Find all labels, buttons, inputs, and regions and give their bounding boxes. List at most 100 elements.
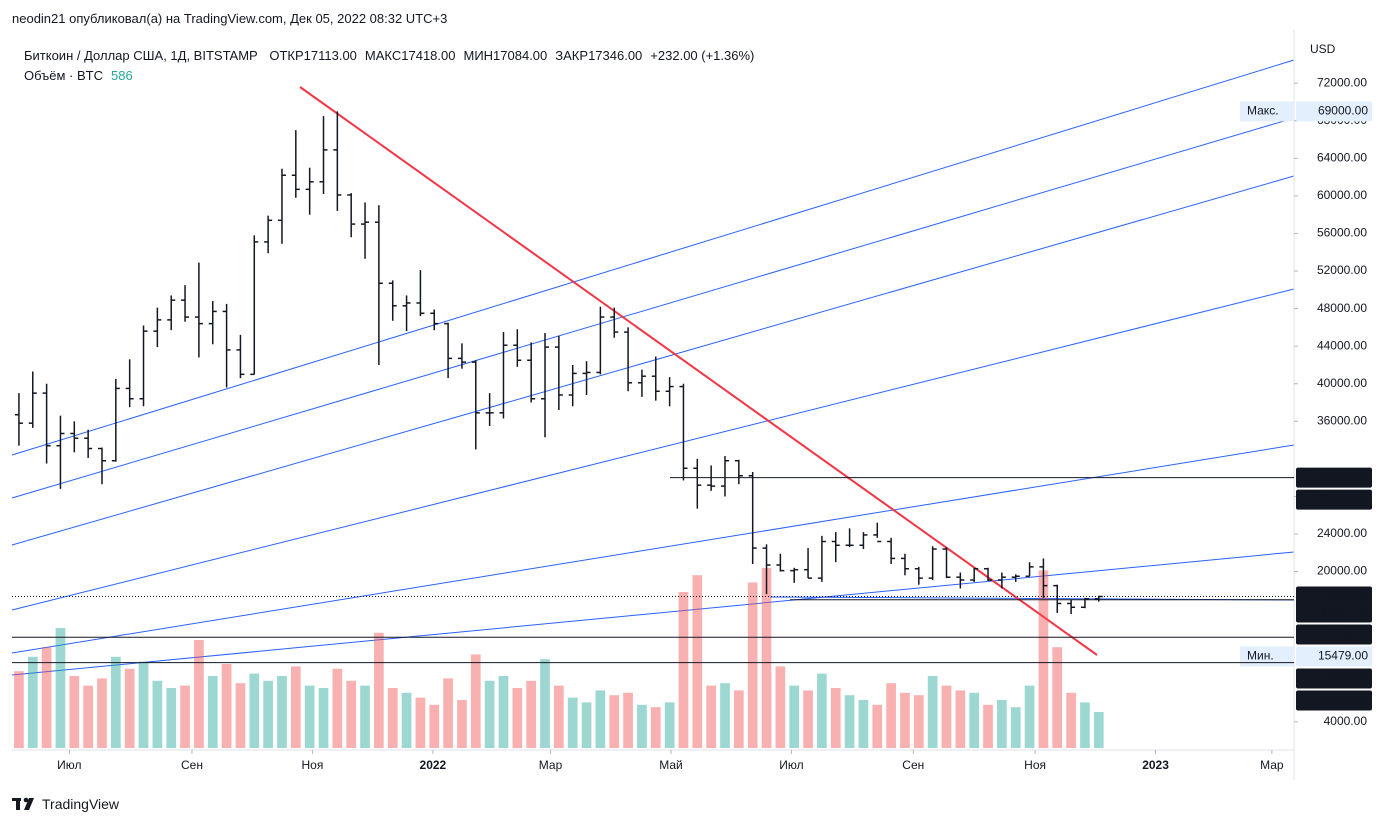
price-badge bbox=[1296, 586, 1372, 623]
volume-bar bbox=[235, 683, 246, 748]
price-badge bbox=[1296, 668, 1372, 689]
x-tick-label: 2023 bbox=[1142, 758, 1169, 772]
y-tick-label: 4000.00 bbox=[1324, 714, 1368, 728]
ohlc-label: ЗАКР bbox=[555, 48, 589, 63]
trend-line bbox=[11, 551, 1295, 676]
price-badge-label: 10309.66 bbox=[1318, 693, 1368, 707]
volume-bar bbox=[983, 704, 993, 748]
y-tick-label: 72000.00 bbox=[1317, 75, 1367, 89]
volume-bars bbox=[14, 568, 1104, 748]
y-tick-label: 44000.00 bbox=[1317, 338, 1367, 352]
change: +232.00 (+1.36%) bbox=[650, 48, 755, 63]
x-tick-label: Июл bbox=[57, 758, 81, 772]
volume-bar bbox=[789, 685, 800, 748]
volume-bar bbox=[263, 680, 273, 748]
volume-bar bbox=[304, 685, 315, 748]
volume-bar bbox=[152, 680, 163, 748]
x-tick-label: Ноя bbox=[1024, 758, 1046, 772]
trend-line bbox=[11, 117, 1295, 499]
volume-bar bbox=[913, 695, 924, 748]
volume-bar bbox=[1080, 702, 1090, 748]
volume-bar bbox=[207, 676, 218, 748]
x-tick-label: Сен bbox=[181, 758, 203, 772]
price-badge bbox=[1296, 624, 1372, 645]
volume-bar bbox=[41, 647, 52, 748]
volume-bar bbox=[387, 688, 398, 748]
y-tick-label: 48000.00 bbox=[1317, 301, 1367, 315]
y-tick-label: 36000.00 bbox=[1317, 413, 1367, 427]
volume-bar bbox=[969, 692, 980, 748]
volume-label: Объём · BTC bbox=[24, 68, 103, 83]
volume-bar bbox=[138, 661, 149, 748]
volume-bar bbox=[858, 700, 869, 748]
volume-bar bbox=[540, 659, 550, 748]
trend-line bbox=[11, 288, 1295, 611]
ohlc-label: ОТКР bbox=[269, 48, 304, 63]
volume-bar bbox=[110, 656, 121, 748]
price-badge bbox=[1296, 101, 1372, 122]
x-tick-label: Мар bbox=[539, 758, 563, 772]
volume-bar bbox=[27, 656, 38, 748]
price-badge-label: 13000.00 bbox=[1318, 671, 1368, 685]
volume-bar bbox=[927, 676, 938, 748]
countdown: 18:27:44 bbox=[1321, 606, 1368, 620]
price-badge bbox=[1296, 646, 1372, 667]
volume-bar bbox=[443, 678, 453, 748]
volume-bar bbox=[554, 685, 564, 748]
ohlc-value: 17084.00 bbox=[493, 48, 548, 63]
volume-bar bbox=[817, 673, 827, 748]
volume-bar bbox=[180, 685, 190, 748]
volume-bar bbox=[318, 688, 329, 748]
y-tick-label: 52000.00 bbox=[1317, 263, 1367, 277]
volume-bar bbox=[221, 664, 232, 748]
volume-bar bbox=[872, 704, 883, 748]
volume-bar bbox=[290, 666, 301, 748]
legend-row: Биткоин / Доллар США, 1Д, BITSTAMP ОТКР1… bbox=[24, 46, 762, 66]
x-tick-label: 2022 bbox=[420, 758, 447, 772]
volume-value: 586 bbox=[110, 68, 133, 83]
volume-bar bbox=[1052, 647, 1063, 748]
trend-line bbox=[11, 59, 1295, 456]
volume-bar bbox=[637, 704, 647, 748]
ohlc-value: 17346.00 bbox=[588, 48, 643, 63]
volume-bar bbox=[526, 680, 537, 748]
symbol: Биткоин / Доллар США, 1Д, BITSTAMP bbox=[24, 48, 258, 63]
ohlc-value: 17418.00 bbox=[401, 48, 456, 63]
price-badge-label: 17346.00 bbox=[1318, 589, 1368, 603]
price-badge-label: 30000.00 bbox=[1318, 492, 1368, 506]
volume-bar bbox=[733, 690, 744, 748]
price-badge bbox=[1296, 467, 1372, 488]
price-tag-label: Макс. bbox=[1247, 104, 1279, 118]
volume-bar bbox=[429, 704, 440, 748]
volume-bar bbox=[1024, 685, 1035, 748]
volume-bar bbox=[886, 683, 896, 748]
volume-bar bbox=[1038, 570, 1049, 748]
legend-row: Объём · BTC 586 bbox=[24, 66, 762, 86]
volume-bar bbox=[775, 666, 786, 748]
volume-bar bbox=[830, 688, 841, 748]
volume-bar bbox=[747, 582, 758, 748]
volume-bar bbox=[955, 690, 966, 748]
volume-bar bbox=[664, 702, 675, 748]
volume-bar bbox=[374, 632, 384, 748]
ohlc-label: МИН bbox=[463, 48, 494, 63]
volume-bar bbox=[609, 695, 620, 748]
volume-bar bbox=[720, 683, 730, 748]
volume-bar bbox=[595, 690, 606, 748]
volume-bar bbox=[803, 690, 813, 748]
trend-lines bbox=[11, 59, 1295, 676]
x-tick-label: Сен bbox=[902, 758, 924, 772]
volume-bar bbox=[166, 688, 177, 748]
price-badge-label: 15479.00 bbox=[1318, 649, 1368, 663]
ohlc-label: МАКС bbox=[364, 48, 402, 63]
ohlc-value: 17113.00 bbox=[303, 48, 357, 63]
volume-bar bbox=[277, 676, 287, 748]
volume-bar bbox=[360, 685, 370, 748]
volume-bar bbox=[900, 692, 910, 748]
logo bbox=[12, 797, 34, 810]
y-tick-label: 60000.00 bbox=[1317, 188, 1367, 202]
price-bars bbox=[14, 111, 1103, 615]
volume-bar bbox=[401, 692, 412, 748]
brand: TradingView bbox=[42, 796, 120, 812]
